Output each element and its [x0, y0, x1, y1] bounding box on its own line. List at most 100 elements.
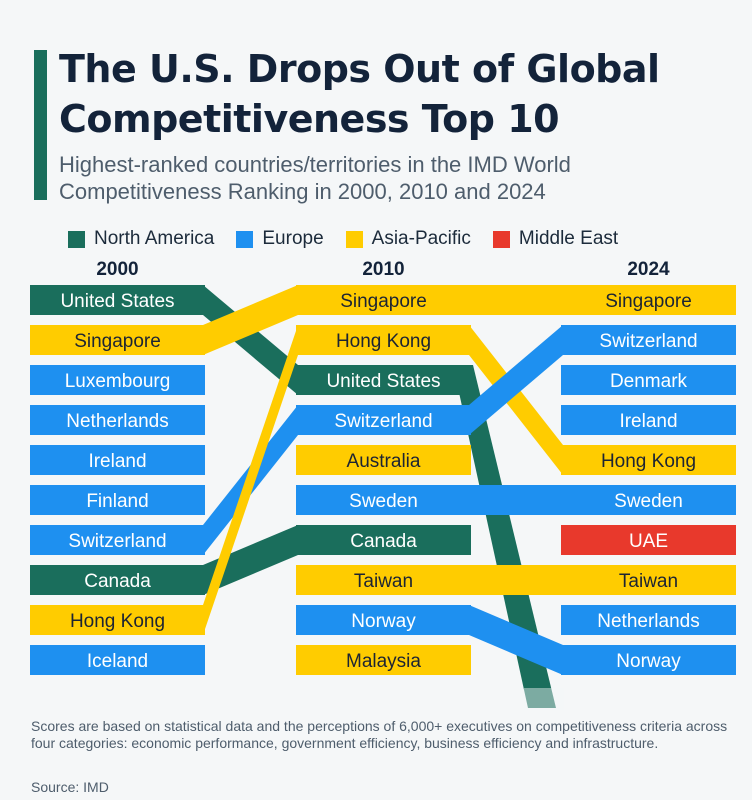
rank-label: Norway [616, 651, 681, 672]
rank-box-2010-sweden: Sweden [296, 485, 471, 515]
rank-box-2000-ireland: Ireland [30, 445, 205, 475]
rank-label: Taiwan [354, 571, 413, 592]
connector-hong-kong-2010 [469, 325, 563, 475]
rank-label: Malaysia [346, 651, 421, 672]
rank-bar [561, 445, 736, 475]
legend-item-middle-east: Middle East [492, 228, 618, 250]
rank-bar [561, 565, 736, 595]
rank-bar [30, 405, 205, 435]
rank-label: Switzerland [334, 411, 432, 432]
rank-bar [296, 645, 471, 675]
rank-box-2024-switzerland: Switzerland [561, 325, 736, 355]
legend-item-europe: Europe [236, 228, 324, 250]
rank-box-2010-singapore: Singapore [296, 285, 471, 315]
legend-item-asia-pacific: Asia-Pacific [345, 228, 471, 250]
rank-bar [30, 645, 205, 675]
rank-bar [30, 365, 205, 395]
rank-label: Netherlands [597, 611, 699, 632]
rank-bar [296, 365, 471, 395]
legend-label-asia-pacific: Asia-Pacific [371, 228, 471, 249]
rank-bar [561, 605, 736, 635]
rank-box-2024-norway: Norway [561, 645, 736, 675]
rank-bar [30, 445, 205, 475]
rank-label: Hong Kong [601, 451, 696, 472]
rank-label: Hong Kong [336, 331, 431, 352]
rank-label: Singapore [74, 331, 161, 352]
connector-taiwan-2010 [469, 565, 563, 595]
footnote: Scores are based on statistical data and… [31, 718, 728, 751]
ranking-chart: United States Singapore Luxembourg Netherla… [30, 285, 736, 710]
connector-canada-2000 [203, 525, 298, 595]
connector-fade [524, 688, 564, 710]
title-accent-bar [34, 50, 47, 200]
rank-bar [296, 525, 471, 555]
rank-box-2000-switzerland: Switzerland [30, 525, 205, 555]
rank-label: Ireland [88, 451, 146, 472]
rank-bar [30, 525, 205, 555]
rank-label: Hong Kong [70, 611, 165, 632]
rank-box-2000-united-states: United States [30, 285, 205, 315]
rank-label: UAE [629, 531, 668, 552]
legend-swatch-europe [236, 230, 254, 248]
rank-label: Netherlands [66, 411, 168, 432]
rank-label: Switzerland [68, 531, 166, 552]
rank-bar [561, 285, 736, 315]
rank-box-2024-taiwan: Taiwan [561, 565, 736, 595]
rank-label: Sweden [614, 491, 683, 512]
legend-label-europe: Europe [262, 228, 324, 249]
rank-box-2010-united-states: United States [296, 365, 471, 395]
rank-label: Sweden [349, 491, 418, 512]
rank-box-2024-sweden: Sweden [561, 485, 736, 515]
rank-label: Taiwan [619, 571, 678, 592]
connector-singapore-2010 [469, 285, 563, 315]
rank-bar [296, 565, 471, 595]
rank-bar [30, 325, 205, 355]
connector-united-states-drop [453, 365, 556, 708]
rank-box-2010-switzerland: Switzerland [296, 405, 471, 435]
legend-label-north-america: North America [94, 228, 215, 249]
connector-sweden-2010 [469, 485, 563, 515]
rank-box-2024-uae: UAE [561, 525, 736, 555]
rank-box-2000-hong-kong: Hong Kong [30, 605, 205, 635]
rank-label: Iceland [87, 651, 148, 672]
connector-united-states-2000 [203, 285, 298, 395]
rank-bar [561, 405, 736, 435]
rank-box-2010-taiwan: Taiwan [296, 565, 471, 595]
rank-box-2024-singapore: Singapore [561, 285, 736, 315]
rank-bar [30, 285, 205, 315]
rank-box-2024-ireland: Ireland [561, 405, 736, 435]
rank-label: Canada [350, 531, 417, 552]
rank-label: Switzerland [599, 331, 697, 352]
rank-bar [561, 485, 736, 515]
rank-box-2010-norway: Norway [296, 605, 471, 635]
legend-swatch-north-america [68, 230, 85, 248]
rank-bar [561, 325, 736, 355]
rank-box-2010-malaysia: Malaysia [296, 645, 471, 675]
rank-label: Australia [347, 451, 421, 472]
rank-label: Singapore [340, 291, 427, 312]
chart-subtitle: Highest-ranked countries/territories in … [59, 152, 571, 204]
legend: North America Europe Asia-Pacific Middle… [68, 226, 618, 252]
connector-norway-2010 [469, 605, 563, 675]
rank-bar [30, 485, 205, 515]
rank-label: Norway [351, 611, 416, 632]
rank-label: Singapore [605, 291, 692, 312]
rank-label: Denmark [610, 371, 688, 392]
rank-bar [561, 365, 736, 395]
rank-label: Luxembourg [65, 371, 171, 392]
rank-box-2000-luxembourg: Luxembourg [30, 365, 205, 395]
year-header-2000: 2000 [96, 259, 139, 280]
rank-bar [561, 525, 736, 555]
rank-box-2024-hong-kong: Hong Kong [561, 445, 736, 475]
rank-label: Finland [86, 491, 148, 512]
legend-swatch-asia-pacific [345, 230, 363, 248]
rank-box-2024-netherlands: Netherlands [561, 605, 736, 635]
chart-title: The U.S. Drops Out of Global Competitive… [59, 47, 660, 141]
rank-box-2010-australia: Australia [296, 445, 471, 475]
rank-bar [296, 405, 471, 435]
rank-box-2024-denmark: Denmark [561, 365, 736, 395]
rank-bar [296, 285, 471, 315]
rank-box-2010-canada: Canada [296, 525, 471, 555]
rank-bar [30, 565, 205, 595]
source-note: Source: IMD [31, 779, 109, 795]
